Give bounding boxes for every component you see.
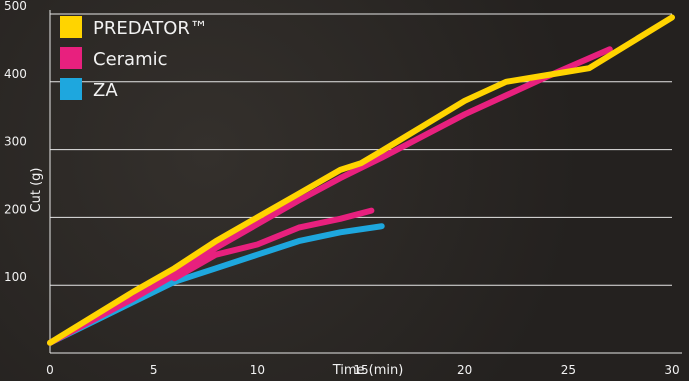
series-line-ceramic [47,46,613,346]
y-tick-label: 300 [4,135,27,149]
y-tick-label: 100 [4,270,27,284]
x-tick-label: 0 [46,363,54,377]
y-tick-label: 400 [4,67,27,81]
legend: PREDATOR™ Ceramic ZA [60,16,208,101]
x-tick-label: 30 [664,363,679,377]
grid-lines [50,13,672,286]
legend-label: PREDATOR™ [93,18,208,39]
legend-swatch [60,16,82,38]
series-line-predator [47,14,675,346]
y-tick-label: 200 [4,202,27,216]
legend-swatch [60,78,82,100]
series-line-ceramic [171,207,375,282]
axes: 100 200 300 400 500 0 5 10 15 20 25 30 [4,0,682,377]
y-axis-title: Cut (g) [29,168,44,213]
y-tick-label: 500 [4,0,27,13]
legend-label: Ceramic [93,49,168,70]
x-tick-label: 15 [353,363,368,377]
x-tick-label: 10 [250,363,265,377]
legend-label: ZA [93,80,118,101]
legend-swatch [60,47,82,69]
x-tick-label: 20 [457,363,472,377]
x-tick-label: 25 [561,363,576,377]
x-axis-title: Time (min) [332,363,404,378]
x-tick-label: 5 [150,363,158,377]
data-series [47,14,675,346]
